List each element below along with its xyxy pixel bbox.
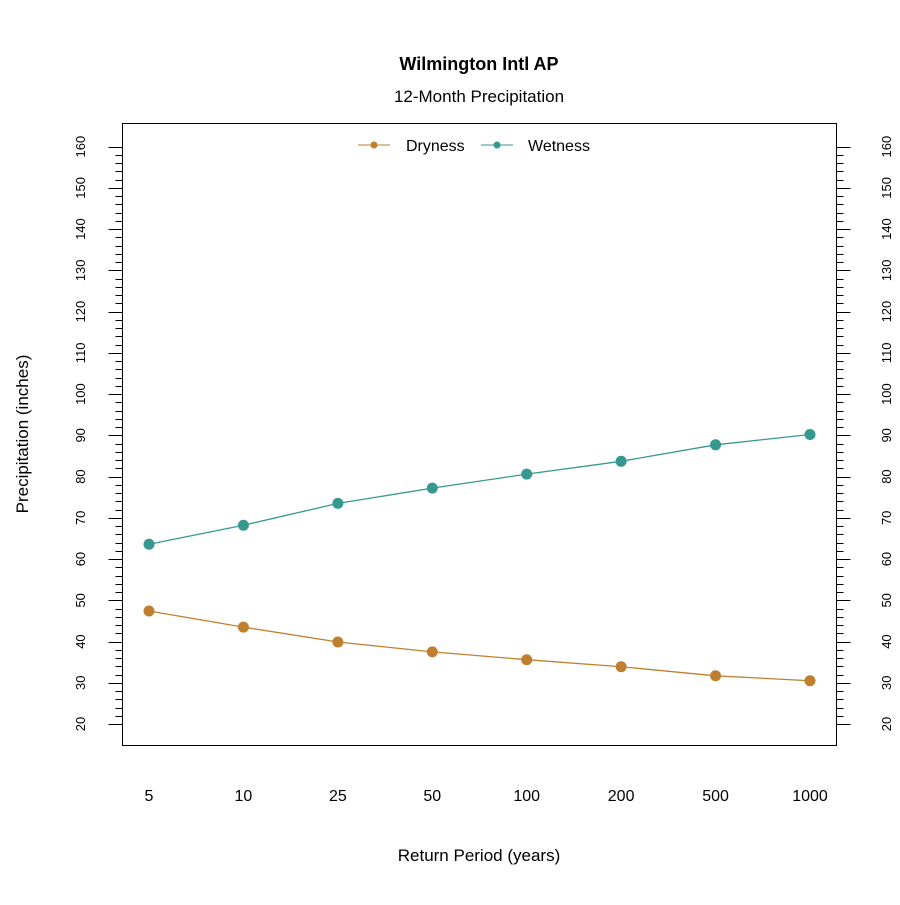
y-tick-label: 150 xyxy=(73,177,88,199)
y-tick-label: 20 xyxy=(73,717,88,731)
chart-title: Wilmington Intl AP xyxy=(399,54,558,74)
y-tick-label: 80 xyxy=(879,469,894,483)
y-tick-label: 50 xyxy=(73,593,88,607)
y-tick-label: 70 xyxy=(879,511,894,525)
y-tick-label: 60 xyxy=(879,552,894,566)
y-tick-label: 20 xyxy=(879,717,894,731)
dryness-point xyxy=(143,605,155,617)
y-tick-label: 120 xyxy=(73,301,88,323)
y-tick-label: 140 xyxy=(879,218,894,240)
legend-dryness-marker xyxy=(370,141,378,149)
y-tick-label: 110 xyxy=(73,342,88,363)
y-tick-label: 30 xyxy=(73,676,88,690)
legend-wetness-label: Wetness xyxy=(528,138,590,155)
y-tick-label: 70 xyxy=(73,511,88,525)
wetness-point xyxy=(521,468,533,480)
legend-wetness-marker xyxy=(493,141,501,149)
y-tick-label: 120 xyxy=(879,301,894,323)
wetness-point xyxy=(615,455,627,467)
wetness-point xyxy=(426,482,438,494)
y-tick-label: 100 xyxy=(73,383,88,405)
dryness-line xyxy=(148,610,811,682)
legend: Dryness Wetness xyxy=(358,138,590,155)
dryness-point xyxy=(615,661,627,673)
dryness-point xyxy=(332,636,344,648)
x-axis-label: Return Period (years) xyxy=(398,846,561,865)
dryness-point xyxy=(521,654,533,666)
y-tick-label: 30 xyxy=(879,676,894,690)
y-tick-label: 110 xyxy=(879,342,894,363)
x-tick-label: 100 xyxy=(513,788,540,805)
wetness-line xyxy=(148,433,811,545)
x-tick-label: 1000 xyxy=(792,788,828,805)
y-tick-label: 40 xyxy=(73,634,88,648)
y-axis-left: 20 30 40 50 60 70 80 90 100 110 120 130 140 150 160 xyxy=(73,136,123,731)
dryness-point xyxy=(426,646,438,658)
legend-dryness-label: Dryness xyxy=(406,138,465,155)
y-tick-label: 160 xyxy=(73,136,88,158)
x-tick-label: 10 xyxy=(235,788,253,805)
y-tick-label: 100 xyxy=(879,383,894,405)
y-tick-label: 150 xyxy=(879,177,894,199)
plot-frame xyxy=(122,123,837,746)
wetness-point xyxy=(237,519,249,531)
y-tick-label: 130 xyxy=(73,259,88,281)
dryness-point xyxy=(237,621,249,633)
dryness-point xyxy=(710,670,722,682)
wetness-point xyxy=(143,538,155,550)
series-group xyxy=(143,429,816,687)
x-tick-label: 5 xyxy=(145,788,154,805)
dryness-point xyxy=(804,675,816,687)
x-axis: 5 10 25 50 100 200 500 1000 xyxy=(145,788,828,805)
y-tick-label: 50 xyxy=(879,593,894,607)
x-tick-label: 50 xyxy=(423,788,441,805)
wetness-point xyxy=(804,429,816,440)
y-axis-right: 20 30 40 50 60 70 80 90 100 110 120 130 140 150 160 xyxy=(836,136,894,731)
wetness-point xyxy=(332,497,344,509)
x-tick-label: 25 xyxy=(329,788,347,805)
y-tick-label: 80 xyxy=(73,469,88,483)
y-tick-label: 140 xyxy=(73,218,88,240)
y-tick-label: 60 xyxy=(73,552,88,566)
y-tick-label: 40 xyxy=(879,634,894,648)
y-tick-label: 90 xyxy=(879,428,894,442)
y-tick-label: 160 xyxy=(879,136,894,158)
wetness-point xyxy=(710,439,722,451)
x-tick-label: 200 xyxy=(608,788,635,805)
x-tick-label: 500 xyxy=(702,788,729,805)
y-tick-label: 90 xyxy=(73,428,88,442)
y-axis-label: Precipitation (inches) xyxy=(13,355,32,514)
chart-subtitle: 12-Month Precipitation xyxy=(394,87,564,106)
y-tick-label: 130 xyxy=(879,259,894,281)
